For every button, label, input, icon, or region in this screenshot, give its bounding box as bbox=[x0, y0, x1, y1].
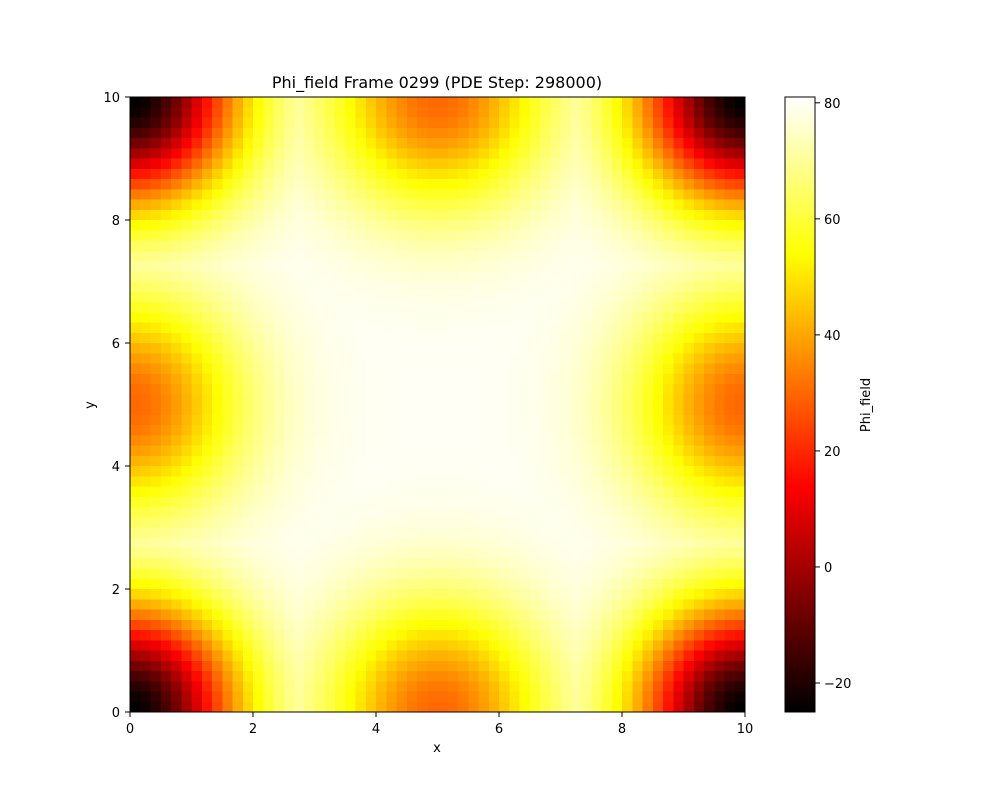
x-tick-label: 4 bbox=[372, 722, 380, 737]
y-axis: 0 2 4 6 8 10 bbox=[103, 91, 130, 721]
colorbar-gradient bbox=[785, 97, 815, 712]
colorbar-tick-label: 0 bbox=[824, 561, 832, 576]
y-tick-label: 0 bbox=[112, 706, 120, 721]
colorbar-tick-label: 20 bbox=[824, 445, 841, 460]
colorbar-axis: −20 0 20 40 60 80 bbox=[815, 97, 851, 692]
x-axis-label: x bbox=[433, 741, 441, 756]
x-axis: 0 2 4 6 8 10 bbox=[126, 712, 753, 737]
y-tick-label: 2 bbox=[112, 583, 120, 598]
x-tick-label: 0 bbox=[126, 722, 134, 737]
y-tick-label: 4 bbox=[112, 460, 120, 475]
y-tick-label: 8 bbox=[112, 214, 120, 229]
y-tick-label: 10 bbox=[103, 91, 120, 106]
y-tick-label: 6 bbox=[112, 337, 120, 352]
plot-frame bbox=[129, 96, 746, 713]
chart-title: Phi_field Frame 0299 (PDE Step: 298000) bbox=[272, 73, 602, 93]
colorbar-tick-label: −20 bbox=[824, 677, 851, 692]
x-tick-label: 8 bbox=[618, 722, 626, 737]
heatmap-image bbox=[130, 97, 745, 712]
colorbar-frame bbox=[784, 96, 816, 713]
colorbar-tick-label: 60 bbox=[824, 213, 841, 228]
colorbar-tick-label: 80 bbox=[824, 97, 841, 112]
x-tick-label: 2 bbox=[249, 722, 257, 737]
y-axis-label: y bbox=[83, 401, 98, 409]
x-tick-label: 10 bbox=[737, 722, 754, 737]
colorbar-tick-label: 40 bbox=[824, 329, 841, 344]
x-tick-label: 6 bbox=[495, 722, 503, 737]
colorbar-label: Phi_field bbox=[859, 378, 874, 432]
